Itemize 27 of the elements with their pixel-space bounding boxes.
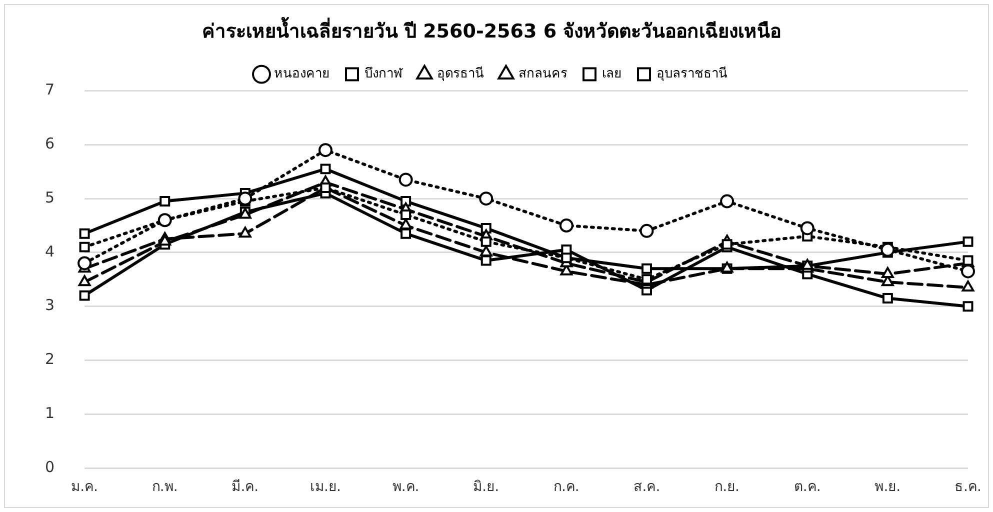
x-tick-label: ส.ค.	[633, 479, 660, 496]
y-tick-label: 4	[44, 242, 55, 260]
x-tick-label: ก.พ.	[152, 479, 178, 496]
y-tick-label: 7	[44, 80, 55, 99]
legend-label: อุบลราชธานี	[656, 66, 728, 82]
x-tick-label: มี.ค.	[232, 479, 259, 496]
x-tick-label: พ.ย.	[874, 479, 901, 496]
x-tick-label: ม.ค.	[71, 479, 98, 496]
legend-label: หนองคาย	[274, 66, 330, 82]
y-tick-label: 0	[44, 458, 55, 476]
x-tick-label: ธ.ค.	[954, 479, 982, 496]
x-tick-label: พ.ค.	[392, 479, 420, 496]
y-tick-label: 2	[44, 350, 55, 368]
x-tick-label: ก.ย.	[714, 479, 740, 496]
y-tick-label: 1	[44, 404, 55, 422]
x-tick-label: ก.ค.	[553, 479, 580, 496]
legend-label: บึงกาฬ	[364, 66, 404, 82]
legend-label: อุดรธานี	[437, 66, 484, 82]
x-tick-label: ต.ค.	[794, 479, 821, 496]
y-tick-label: 3	[44, 296, 55, 314]
legend-label: เลย	[602, 66, 622, 82]
x-tick-label: มิ.ย.	[473, 479, 500, 496]
y-tick-label: 5	[44, 188, 55, 206]
legend-label: สกลนคร	[518, 66, 568, 82]
chart-title: ค่าระเหยน้ำเฉลี่ยรายวัน ปี 2560-2563 6 จังหวัดตะวันออกเฉียงเหนือ	[202, 16, 782, 42]
y-tick-label: 6	[44, 134, 55, 153]
x-tick-label: เม.ย.	[310, 479, 341, 496]
